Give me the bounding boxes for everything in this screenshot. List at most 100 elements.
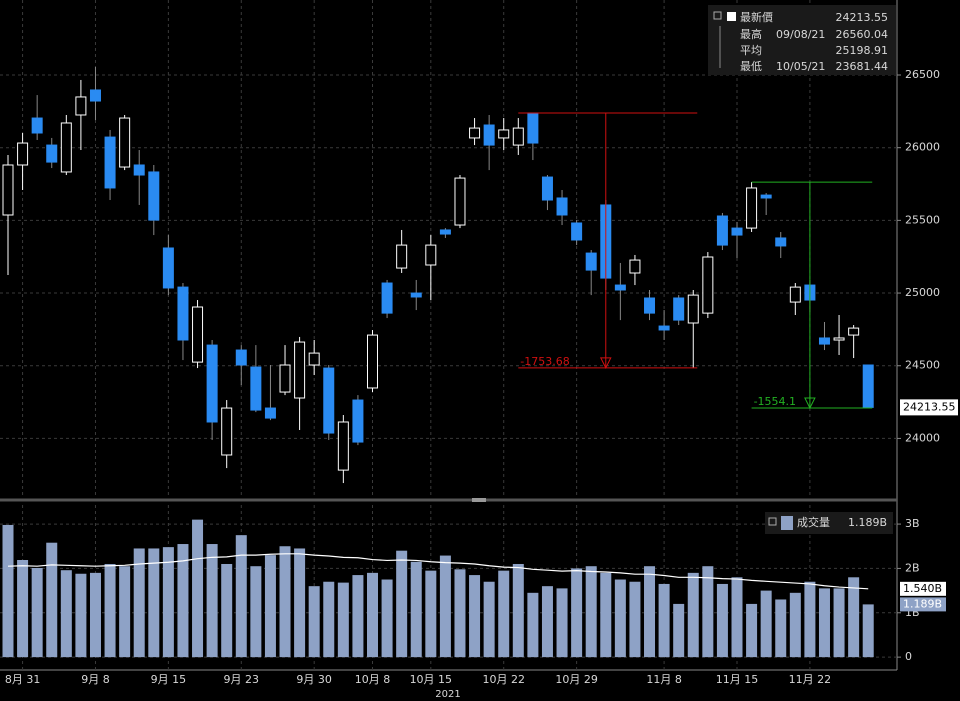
- volume-bar: [367, 572, 378, 658]
- volume-bar: [862, 604, 874, 658]
- volume-bar: [629, 581, 641, 658]
- candle-body: [614, 284, 626, 291]
- volume-bar: [644, 566, 656, 658]
- candle-body: [17, 142, 29, 166]
- volume-bar: [31, 567, 43, 658]
- candle-body: [119, 117, 131, 168]
- ma-label: 1.540B: [903, 582, 942, 595]
- x-tick-label: 10月 15: [410, 673, 453, 686]
- candle-body: [410, 292, 422, 298]
- volume-bar: [746, 603, 758, 658]
- candle-body: [279, 364, 291, 393]
- y-tick-label: 25500: [905, 213, 940, 226]
- x-tick-label: 11月 8: [646, 673, 682, 686]
- candle-body: [31, 117, 43, 134]
- x-tick-label: 9月 30: [296, 673, 332, 686]
- candle-body: [133, 164, 145, 176]
- volume-bar: [454, 569, 466, 658]
- volume-bar: [439, 555, 451, 658]
- candle-body: [250, 366, 262, 411]
- last-price-label: 24213.55: [903, 400, 956, 413]
- candle-body: [644, 297, 656, 314]
- volume-bar: [614, 579, 626, 658]
- stats-date: 09/08/21: [776, 28, 825, 41]
- y-tick-label: 24500: [905, 359, 940, 372]
- candle-body: [746, 187, 758, 229]
- candle-body: [352, 399, 364, 443]
- y-tick-label: 26500: [905, 68, 940, 81]
- annotation-label: -1753.68: [520, 355, 569, 368]
- stats-label: 最高: [740, 27, 762, 41]
- candle-body: [571, 222, 583, 241]
- volume-bar: [469, 575, 481, 658]
- candle-body: [177, 286, 189, 341]
- candle-body: [439, 229, 451, 235]
- candle-body: [425, 244, 437, 266]
- candle-body: [775, 237, 787, 247]
- volume-bar: [17, 560, 29, 658]
- x-tick-label: 10月 8: [355, 673, 391, 686]
- candle-body: [396, 244, 408, 269]
- stats-label: 最低: [740, 60, 762, 73]
- volume-bar: [119, 566, 131, 658]
- stats-bg: [708, 5, 896, 75]
- candle-body: [89, 89, 101, 102]
- volume-bar: [775, 599, 787, 658]
- last-price-tag: [900, 399, 958, 416]
- annotation-arrow: [599, 357, 612, 370]
- candle-body: [337, 421, 349, 471]
- y-tick-label: 25000: [905, 286, 940, 299]
- volume-bar: [60, 570, 72, 658]
- legend-icon: [768, 517, 777, 526]
- volume-bar: [308, 586, 320, 658]
- volume-bar: [264, 555, 276, 658]
- volume-bar: [804, 581, 816, 658]
- x-tick-label: 10月 22: [482, 673, 525, 686]
- volume-bar: [658, 583, 670, 658]
- legend-label: 成交量: [797, 515, 830, 529]
- candle-body: [148, 171, 160, 221]
- volume-bar: [702, 566, 714, 658]
- candle-body: [192, 306, 204, 363]
- volume-bar: [425, 570, 437, 658]
- x-tick-label: 9月 8: [81, 673, 110, 686]
- candle-body: [702, 256, 714, 314]
- annotation-label: -1554.1: [754, 395, 796, 408]
- volume-bar: [46, 542, 58, 658]
- stats-date: 10/05/21: [776, 60, 825, 73]
- candle-body: [75, 96, 87, 116]
- volume-bar: [848, 577, 860, 658]
- volume-bar: [716, 583, 728, 658]
- candle-body: [585, 252, 597, 271]
- candle-body: [294, 341, 306, 399]
- x-tick-label: 8月 31: [5, 673, 41, 686]
- legend-bg: [765, 512, 893, 534]
- stats-icon: [713, 11, 722, 20]
- candle-body: [818, 337, 830, 345]
- volume-bar: [162, 547, 174, 658]
- volume-bar: [221, 563, 233, 658]
- volume-bar: [556, 588, 568, 658]
- x-tick-label: 11月 22: [789, 673, 832, 686]
- volume-bar: [512, 563, 524, 658]
- candle-body: [862, 364, 874, 408]
- stats-value: 25198.91: [836, 44, 889, 57]
- volume-tag: [900, 597, 946, 612]
- volume-bar: [585, 566, 597, 658]
- candle-body: [687, 294, 699, 324]
- volume-bar: [541, 586, 553, 658]
- volume-bar: [498, 570, 510, 658]
- candle-body: [760, 194, 772, 199]
- volume-bar: [687, 572, 699, 658]
- candle-body: [162, 247, 174, 289]
- candle-body: [454, 177, 466, 226]
- stats-icon: [727, 12, 736, 21]
- candle-body: [848, 327, 860, 336]
- y-tick-label: 2B: [905, 561, 920, 574]
- candle-body: [498, 129, 510, 139]
- candle-body: [2, 164, 14, 216]
- volume-bar: [381, 579, 393, 658]
- x-tick-label: 9月 15: [151, 673, 187, 686]
- candle-body: [235, 349, 247, 366]
